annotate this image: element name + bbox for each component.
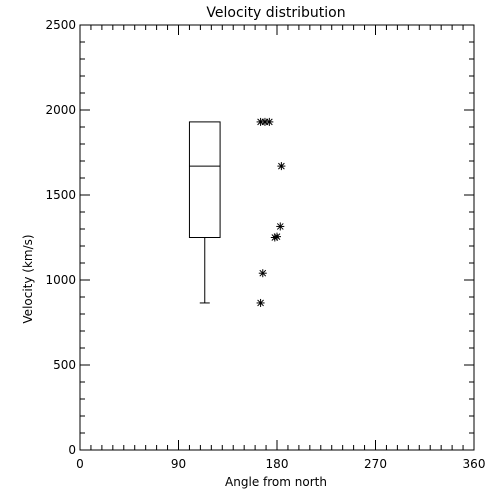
- data-point: [256, 298, 265, 307]
- point-stroke: [265, 118, 273, 126]
- box-iqr: [188, 121, 221, 238]
- y-tick-label: 0: [68, 443, 76, 457]
- data-point: [270, 233, 279, 242]
- axes: 0 90 180 270 360 0 500 1000 1500 2000 2500: [45, 18, 485, 471]
- data-point: [258, 269, 267, 278]
- data-point: [265, 117, 274, 126]
- point-stroke: [257, 299, 264, 307]
- point-stroke: [259, 269, 267, 277]
- y-tick-label: 500: [53, 358, 76, 372]
- data-point: [276, 222, 285, 231]
- chart-title: Velocity distribution: [206, 5, 345, 21]
- y-axis-label: Velocity (km/s): [21, 234, 35, 323]
- data-point: [277, 162, 286, 171]
- y-tick-label: 2000: [45, 103, 76, 117]
- point-stroke: [271, 234, 279, 241]
- x-tick-label: 90: [171, 457, 186, 471]
- x-tick-label: 0: [76, 457, 84, 471]
- y-tick-label: 1000: [45, 273, 76, 287]
- x-tick-label: 180: [266, 457, 289, 471]
- y-tick-label: 1500: [45, 188, 76, 202]
- marks: [188, 117, 286, 307]
- x-tick-label: 270: [364, 457, 387, 471]
- x-axis-label: Angle from north: [225, 475, 327, 489]
- x-tick-label: 360: [463, 457, 486, 471]
- y-tick-label: 2500: [45, 18, 76, 32]
- point-stroke: [278, 162, 285, 170]
- point-stroke: [276, 223, 284, 230]
